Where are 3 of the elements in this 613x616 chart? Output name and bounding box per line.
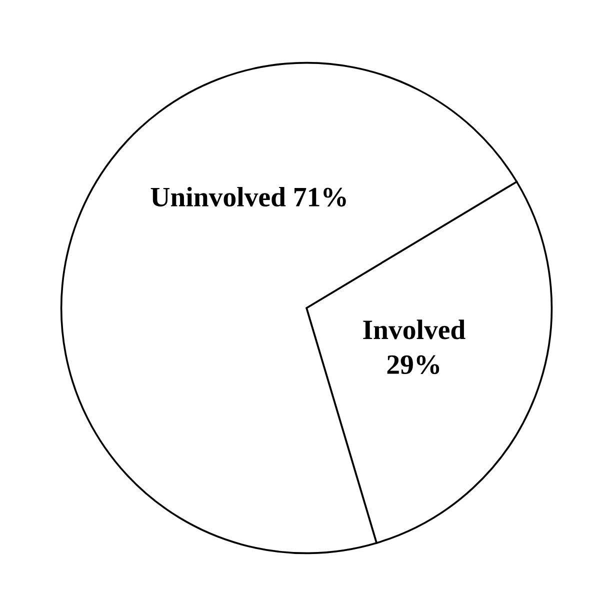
slice-label: Uninvolved 71% [150, 186, 346, 207]
data-label: 29% [387, 355, 440, 374]
slice-label: Involved [363, 320, 466, 340]
